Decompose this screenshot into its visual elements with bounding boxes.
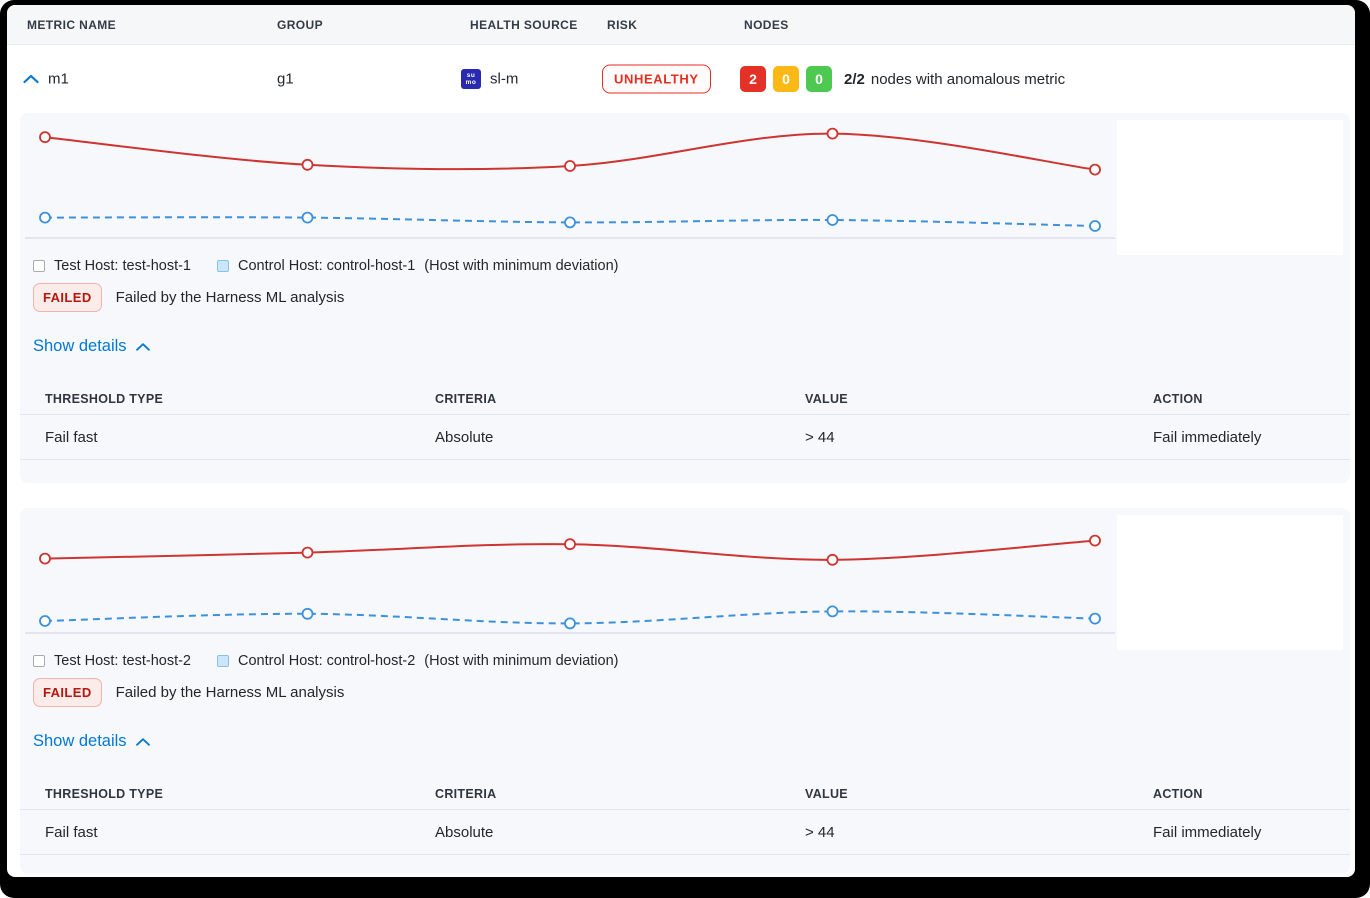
column-header-group: GROUP bbox=[277, 17, 324, 32]
action-value: Fail immediately bbox=[1153, 428, 1262, 446]
node-count-unhealthy-badge: 2 bbox=[740, 66, 766, 92]
column-header-metric-name: METRIC NAME bbox=[27, 17, 117, 32]
metric-timeseries-chart[interactable] bbox=[25, 118, 1115, 253]
risk-badge: UNHEALTHY bbox=[602, 64, 711, 94]
chevron-up-icon bbox=[135, 737, 150, 746]
details-col-value: VALUE bbox=[805, 391, 848, 406]
host-analysis-card: Test Host: test-host-2 Control Host: con… bbox=[20, 508, 1350, 874]
chevron-up-icon bbox=[135, 342, 150, 351]
control-host-label: Control Host: control-host-1 bbox=[238, 258, 416, 274]
threshold-details-table: THRESHOLD TYPE CRITERIA VALUE ACTION Fai… bbox=[20, 778, 1350, 855]
grid-header: METRIC NAME GROUP HEALTH SOURCE RISK NOD… bbox=[7, 5, 1355, 45]
column-header-health-source: HEALTH SOURCE bbox=[470, 17, 578, 32]
legend-item-test-host[interactable]: Test Host: test-host-2 bbox=[33, 653, 191, 669]
details-col-criteria: CRITERIA bbox=[435, 391, 497, 406]
host-analysis-card: Test Host: test-host-1 Control Host: con… bbox=[20, 113, 1350, 483]
criteria-value: Absolute bbox=[435, 823, 494, 841]
metrics-analysis-panel: METRIC NAME GROUP HEALTH SOURCE RISK NOD… bbox=[7, 5, 1355, 877]
details-col-action: ACTION bbox=[1153, 786, 1203, 801]
test-host-label: Test Host: test-host-2 bbox=[54, 653, 191, 669]
action-value: Fail immediately bbox=[1153, 823, 1262, 841]
nodes-ratio: 2/2 bbox=[844, 70, 865, 88]
metric-name-value: m1 bbox=[48, 70, 69, 88]
chart-legend: Test Host: test-host-1 Control Host: con… bbox=[33, 258, 619, 274]
criteria-value: Absolute bbox=[435, 428, 494, 446]
node-count-warning-badge: 0 bbox=[773, 66, 799, 92]
details-table-header: THRESHOLD TYPE CRITERIA VALUE ACTION bbox=[20, 778, 1350, 810]
failed-badge: FAILED bbox=[33, 678, 102, 707]
nodes-cell: 2 0 0 2/2 nodes with anomalous metric bbox=[740, 66, 1065, 92]
legend-note: (Host with minimum deviation) bbox=[424, 258, 619, 274]
health-source-value: sl-m bbox=[490, 70, 519, 88]
chart-side-panel bbox=[1117, 515, 1343, 650]
details-col-action: ACTION bbox=[1153, 391, 1203, 406]
threshold-details-table: THRESHOLD TYPE CRITERIA VALUE ACTION Fai… bbox=[20, 383, 1350, 460]
test-host-checkbox[interactable] bbox=[33, 655, 45, 667]
chart-legend: Test Host: test-host-2 Control Host: con… bbox=[33, 653, 619, 669]
details-table-header: THRESHOLD TYPE CRITERIA VALUE ACTION bbox=[20, 383, 1350, 415]
chevron-up-icon bbox=[23, 74, 39, 84]
collapse-row-button[interactable] bbox=[23, 74, 39, 84]
legend-item-control-host[interactable]: Control Host: control-host-1 bbox=[217, 258, 415, 274]
node-count-healthy-badge: 0 bbox=[806, 66, 832, 92]
control-host-checkbox[interactable] bbox=[217, 655, 229, 667]
analysis-message: Failed by the Harness ML analysis bbox=[115, 289, 345, 306]
show-details-label: Show details bbox=[33, 337, 127, 355]
threshold-type-value: Fail fast bbox=[45, 823, 98, 841]
sumologic-icon: su mo bbox=[461, 69, 481, 89]
column-header-risk: RISK bbox=[607, 17, 638, 32]
failed-badge: FAILED bbox=[33, 283, 102, 312]
legend-item-test-host[interactable]: Test Host: test-host-1 bbox=[33, 258, 191, 274]
control-host-checkbox[interactable] bbox=[217, 260, 229, 272]
nodes-description: nodes with anomalous metric bbox=[870, 70, 1066, 88]
metric-row[interactable]: m1 g1 su mo sl-m UNHEALTHY 2 0 0 2/2 nod… bbox=[7, 45, 1355, 113]
analysis-status: FAILED Failed by the Harness ML analysis bbox=[33, 678, 344, 707]
show-details-link[interactable]: Show details bbox=[33, 732, 150, 751]
legend-item-control-host[interactable]: Control Host: control-host-2 bbox=[217, 653, 415, 669]
test-host-label: Test Host: test-host-1 bbox=[54, 258, 191, 274]
show-details-link[interactable]: Show details bbox=[33, 337, 150, 356]
show-details-label: Show details bbox=[33, 732, 127, 750]
legend-note: (Host with minimum deviation) bbox=[424, 653, 619, 669]
details-col-criteria: CRITERIA bbox=[435, 786, 497, 801]
chart-side-panel bbox=[1117, 120, 1343, 255]
details-col-threshold-type: THRESHOLD TYPE bbox=[45, 786, 164, 801]
value-value: > 44 bbox=[805, 823, 835, 841]
analysis-message: Failed by the Harness ML analysis bbox=[115, 684, 345, 701]
details-col-value: VALUE bbox=[805, 786, 848, 801]
details-col-threshold-type: THRESHOLD TYPE bbox=[45, 391, 164, 406]
sumologic-icon-text-bottom: mo bbox=[465, 79, 477, 86]
sumologic-icon-text-top: su bbox=[466, 72, 476, 79]
details-table-row: Fail fast Absolute > 44 Fail immediately bbox=[20, 810, 1350, 855]
group-value: g1 bbox=[277, 70, 294, 88]
analysis-status: FAILED Failed by the Harness ML analysis bbox=[33, 283, 344, 312]
details-table-row: Fail fast Absolute > 44 Fail immediately bbox=[20, 415, 1350, 460]
threshold-type-value: Fail fast bbox=[45, 428, 98, 446]
value-value: > 44 bbox=[805, 428, 835, 446]
metric-timeseries-chart[interactable] bbox=[25, 513, 1115, 648]
control-host-label: Control Host: control-host-2 bbox=[238, 653, 416, 669]
test-host-checkbox[interactable] bbox=[33, 260, 45, 272]
column-header-nodes: NODES bbox=[744, 17, 789, 32]
